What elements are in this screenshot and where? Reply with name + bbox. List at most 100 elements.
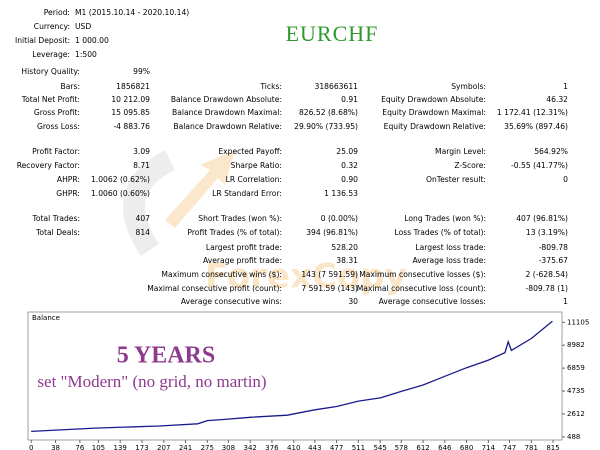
- stat-value: 2 (-628.54): [526, 270, 569, 279]
- stat-label: Equity Drawdown Absolute:: [381, 95, 486, 104]
- stat-value: 1: [563, 297, 568, 306]
- stat-label: Short Trades (won %):: [198, 214, 282, 223]
- stat-label: Equity Drawdown Relative:: [384, 122, 486, 131]
- x-tick-label: 646: [438, 444, 452, 450]
- stat-label: LR Standard Error:: [212, 189, 282, 198]
- x-tick-label: 714: [482, 444, 496, 450]
- stat-label: Margin Level:: [435, 147, 486, 156]
- stat-value: 29.90% (733.95): [294, 122, 358, 131]
- stat-label: Total Net Profit:: [21, 95, 80, 104]
- stat-value: 318663611: [315, 82, 359, 91]
- x-tick-label: 747: [503, 444, 516, 450]
- stat-label: OnTester result:: [426, 175, 486, 184]
- stat-value: 814: [136, 228, 151, 237]
- stat-label: Total Trades:: [32, 214, 80, 223]
- stat-value: 30: [348, 297, 358, 306]
- stat-value: 1.0062 (0.62%): [91, 175, 150, 184]
- y-tick-label: 488: [567, 433, 580, 441]
- stat-value: 528.20: [331, 243, 358, 252]
- stat-value: 0 (0.00%): [321, 214, 358, 223]
- stat-value: 1 136.53: [324, 189, 358, 198]
- stat-value: 1: [563, 82, 568, 91]
- x-tick-label: 410: [287, 444, 300, 450]
- stat-value: 826.52 (8.68%): [299, 108, 358, 117]
- stat-value: 0: [563, 175, 568, 184]
- stat-label: Gross Profit:: [34, 108, 80, 117]
- stat-value: 0.91: [341, 95, 358, 104]
- x-tick-label: 443: [308, 444, 321, 450]
- balance-line: [31, 320, 553, 433]
- stat-value: 1.0060 (0.60%): [91, 189, 150, 198]
- field-value: 1 000.00: [75, 36, 109, 45]
- stat-label: Largest profit trade:: [206, 243, 282, 252]
- x-tick-label: 680: [460, 444, 473, 450]
- annotation: 5 YEARS: [117, 343, 215, 369]
- x-tick-label: 0: [29, 444, 33, 450]
- watermark: ForexCopy: [205, 257, 407, 297]
- stat-value: 407 (96.81%): [516, 214, 568, 223]
- stat-value: 407: [136, 214, 151, 223]
- stat-label: Bars:: [61, 82, 81, 91]
- stat-label: Equity Drawdown Maximal:: [382, 108, 486, 117]
- field-value: USD: [75, 22, 91, 31]
- stat-value: 13 (3.19%): [526, 228, 568, 237]
- stat-label: Z-Score:: [454, 161, 486, 170]
- field-label: Period:: [44, 8, 70, 17]
- watermark-logo: [123, 150, 235, 257]
- annotation: set "Modern" (no grid, no martin): [37, 372, 266, 391]
- stat-label: Balance Drawdown Absolute:: [171, 95, 282, 104]
- stat-value: 46.32: [546, 95, 568, 104]
- x-tick-label: 545: [373, 444, 386, 450]
- x-tick-label: 105: [92, 444, 105, 450]
- stat-label: Long Trades (won %):: [404, 214, 486, 223]
- y-tick-label: 6859: [567, 364, 585, 372]
- stat-value: -809.78 (1): [526, 284, 569, 293]
- stat-value: 0.90: [341, 175, 358, 184]
- stat-label: Maximal consecutive profit (count):: [147, 284, 282, 293]
- stat-value: 99%: [133, 67, 150, 76]
- x-tick-label: 376: [265, 444, 279, 450]
- stat-label: Maximal consecutive loss (count):: [357, 284, 486, 293]
- x-tick-label: 815: [546, 444, 559, 450]
- x-tick-label: 76: [75, 444, 84, 450]
- field-label: Currency:: [34, 22, 70, 31]
- chart-title: Balance: [32, 314, 60, 322]
- field-label: Initial Deposit:: [15, 36, 70, 45]
- stat-value: 3.09: [133, 147, 150, 156]
- y-tick-label: 11105: [567, 318, 589, 326]
- stat-label: Symbols:: [451, 82, 486, 91]
- stat-value: -0.55 (41.77%): [511, 161, 568, 170]
- stat-value: 143 (7 591.59): [301, 270, 358, 279]
- stat-value: 38.31: [336, 256, 358, 265]
- x-tick-label: 781: [525, 444, 538, 450]
- stat-label: AHPR:: [57, 175, 80, 184]
- x-tick-label: 612: [416, 444, 429, 450]
- stat-label: LR Correlation:: [226, 175, 282, 184]
- stat-value: -809.78: [539, 243, 568, 252]
- stat-label: Balance Drawdown Maximal:: [172, 108, 282, 117]
- stat-value: -375.67: [539, 256, 568, 265]
- x-tick-label: 38: [51, 444, 60, 450]
- stat-value: 15 095.85: [111, 108, 150, 117]
- stat-label: Total Deals:: [35, 228, 80, 237]
- stat-label: Profit Factor:: [32, 147, 80, 156]
- stat-label: Maximum consecutive losses ($):: [359, 270, 486, 279]
- x-tick-label: 308: [222, 444, 235, 450]
- x-tick-label: 477: [330, 444, 343, 450]
- stat-label: Largest loss trade:: [415, 243, 486, 252]
- stat-value: 1856821: [116, 82, 150, 91]
- y-tick-label: 8982: [567, 341, 585, 349]
- x-tick-label: 578: [395, 444, 408, 450]
- x-tick-label: 139: [114, 444, 127, 450]
- stat-label: History Quality:: [21, 67, 80, 76]
- stat-label: Average loss trade:: [413, 256, 486, 265]
- stat-label: Average consecutive wins:: [181, 297, 282, 306]
- stat-label: Gross Loss:: [37, 122, 80, 131]
- stat-value: 0.32: [341, 161, 358, 170]
- stat-label: Ticks:: [259, 82, 282, 91]
- stat-label: Average consecutive losses:: [379, 297, 486, 306]
- field-value: M1 (2015.10.14 - 2020.10.14): [75, 8, 189, 17]
- x-tick-label: 275: [201, 444, 214, 450]
- stat-label: Sharpe Ratio:: [231, 161, 282, 170]
